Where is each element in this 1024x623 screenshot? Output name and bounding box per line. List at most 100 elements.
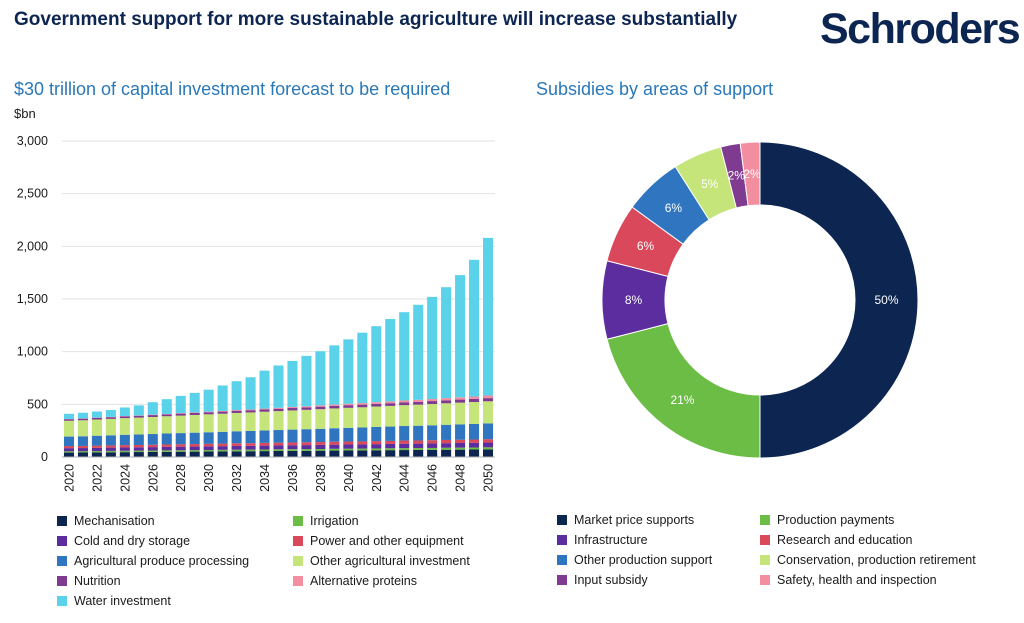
bar-segment: [482, 423, 494, 440]
bar-segment: [203, 443, 214, 447]
y-tick-label: 500: [27, 397, 48, 411]
bar-segment: [161, 416, 172, 434]
bar-segment: [203, 432, 214, 444]
bar-segment: [175, 451, 186, 457]
bar-segment: [329, 441, 340, 445]
y-tick-label: 2,500: [17, 187, 48, 201]
bar-segment: [147, 444, 158, 448]
bar-legend-item: Irrigation: [293, 514, 359, 528]
bar-segment: [315, 409, 326, 429]
bar-segment: [133, 447, 144, 451]
bar-segment: [189, 451, 200, 457]
bar-segment: [217, 411, 228, 414]
bar-segment: [147, 451, 158, 457]
bar-segment: [119, 416, 130, 419]
bar-segment: [217, 431, 228, 444]
bar-segment: [399, 440, 410, 444]
bar-segment: [385, 450, 396, 457]
bar-segment: [63, 419, 75, 421]
bar-segment: [441, 398, 452, 401]
x-tick-label: 2022: [90, 464, 104, 492]
bar-segment: [245, 449, 256, 452]
legend-label: Irrigation: [310, 514, 359, 528]
bar-segment: [357, 448, 368, 451]
bar-segment: [385, 426, 396, 441]
page-title: Government support for more sustainable …: [14, 9, 738, 30]
bar-segment: [147, 447, 158, 451]
bar-segment: [455, 402, 466, 425]
y-tick-label: 1,500: [17, 292, 48, 306]
bar-segment: [273, 442, 284, 446]
bar-segment: [231, 410, 242, 411]
bar-segment: [133, 415, 144, 418]
bar-segment: [343, 407, 354, 428]
bar-segment: [399, 448, 410, 451]
bar-segment: [189, 414, 200, 433]
bar-segment: [482, 442, 494, 448]
legend-label: Market price supports: [574, 513, 695, 527]
bar-segment: [217, 443, 228, 447]
bar-segment: [329, 405, 340, 409]
slice-label: 50%: [874, 293, 898, 307]
bar-segment: [105, 410, 116, 417]
legend-swatch: [293, 556, 303, 566]
legend-swatch: [57, 556, 67, 566]
bar-segment: [343, 405, 354, 408]
bar-segment: [161, 444, 172, 447]
x-tick-label: 2048: [454, 464, 468, 492]
bar-segment: [343, 339, 354, 404]
bar-legend-item: Power and other equipment: [293, 534, 464, 548]
x-tick-label: 2030: [202, 464, 216, 492]
x-tick-label: 2026: [146, 464, 160, 492]
bar-segment: [161, 433, 172, 445]
bar-segment: [399, 443, 410, 449]
legend-swatch: [557, 515, 567, 525]
bar-segment: [189, 446, 200, 451]
slice-label: 2%: [743, 167, 761, 181]
bar-segment: [357, 403, 368, 405]
bar-segment: [315, 442, 326, 445]
bar-segment: [441, 449, 452, 457]
x-tick-label: 2042: [370, 464, 384, 492]
pie-legend-item: Conservation, production retirement: [760, 553, 976, 567]
bar-segment: [399, 426, 410, 441]
bar-segment: [301, 355, 312, 407]
bar-segment: [91, 417, 102, 420]
bar-segment: [77, 445, 88, 449]
donut-slice: [759, 141, 919, 459]
bar-segment: [287, 406, 298, 409]
legend-swatch: [557, 575, 567, 585]
bar-segment: [455, 442, 466, 448]
legend-swatch: [293, 516, 303, 526]
bar-segment: [371, 326, 382, 403]
bar-segment: [469, 442, 480, 448]
bar-segment: [77, 412, 88, 419]
bar-segment: [91, 447, 102, 452]
pie-legend-item: Production payments: [760, 513, 894, 527]
legend-label: Input subsidy: [574, 573, 648, 587]
bar-segment: [469, 447, 480, 450]
x-tick-label: 2036: [286, 464, 300, 492]
bar-segment: [189, 392, 200, 413]
bar-segment: [63, 451, 75, 453]
bar-legend-item: Mechanisation: [57, 514, 155, 528]
bar-segment: [343, 448, 354, 451]
bar-legend-item: Water investment: [57, 594, 171, 608]
bar-segment: [301, 450, 312, 457]
bar-segment: [91, 452, 102, 457]
legend-swatch: [57, 596, 67, 606]
legend-label: Conservation, production retirement: [777, 553, 976, 567]
bar-segment: [427, 404, 438, 426]
legend-label: Other agricultural investment: [310, 554, 470, 568]
bar-segment: [371, 441, 382, 445]
bar-segment: [287, 450, 298, 457]
x-tick-label: 2032: [230, 464, 244, 492]
bar-segment: [63, 413, 75, 419]
legend-swatch: [557, 535, 567, 545]
bar-segment: [259, 411, 270, 431]
bar-segment: [91, 445, 102, 448]
bar-segment: [259, 442, 270, 446]
bar-segment: [175, 415, 186, 434]
bar-segment: [469, 449, 480, 457]
bar-segment: [329, 408, 340, 429]
